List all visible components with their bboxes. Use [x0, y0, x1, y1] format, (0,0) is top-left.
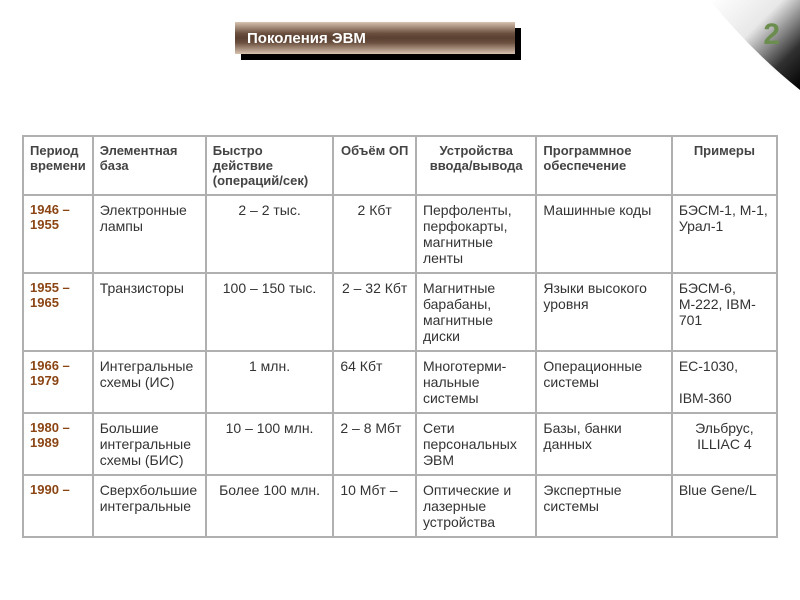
cell-software: Языки высокого уровня [536, 273, 671, 351]
col-header-software: Программное обеспечение [536, 136, 671, 195]
cell-examples: ЕС-1030, IBM-360 [672, 351, 777, 413]
page-number: 2 [763, 18, 780, 52]
cell-speed: 10 – 100 млн. [206, 413, 334, 475]
cell-memory: 10 Мбт – [333, 475, 416, 537]
cell-io: Оптические и лазерные устройства [416, 475, 536, 537]
cell-memory: 2 Кбт [333, 195, 416, 273]
cell-io: Многотерми-нальные системы [416, 351, 536, 413]
table-row: 1946 – 1955 Электронные лампы 2 – 2 тыс.… [23, 195, 777, 273]
cell-base: Большие интегральные схемы (БИС) [93, 413, 206, 475]
cell-memory: 64 Кбт [333, 351, 416, 413]
cell-speed: 1 млн. [206, 351, 334, 413]
table-row: 1955 – 1965 Транзисторы 100 – 150 тыс. 2… [23, 273, 777, 351]
col-header-io: Устройства ввода/вывода [416, 136, 536, 195]
cell-memory: 2 – 8 Мбт [333, 413, 416, 475]
cell-examples: Эльбрус, ILLIAC 4 [672, 413, 777, 475]
table-row: 1980 – 1989 Большие интегральные схемы (… [23, 413, 777, 475]
col-header-period: Период времени [23, 136, 93, 195]
cell-software: Операционные системы [536, 351, 671, 413]
cell-period: 1980 – 1989 [23, 413, 93, 475]
cell-io: Перфоленты, перфокарты, магнитные ленты [416, 195, 536, 273]
col-header-base: Элементная база [93, 136, 206, 195]
table-row: 1966 – 1979 Интегральные схемы (ИС) 1 мл… [23, 351, 777, 413]
cell-speed: Более 100 млн. [206, 475, 334, 537]
generations-table: Период времени Элементная база Быстро де… [22, 135, 778, 538]
col-header-examples: Примеры [672, 136, 777, 195]
title-banner: Поколения ЭВМ [235, 22, 515, 54]
col-header-memory: Объём ОП [333, 136, 416, 195]
cell-base: Электронные лампы [93, 195, 206, 273]
cell-examples: Blue Gene/L [672, 475, 777, 537]
cell-speed: 2 – 2 тыс. [206, 195, 334, 273]
cell-base: Сверхбольшие интегральные [93, 475, 206, 537]
cell-software: Базы, банки данных [536, 413, 671, 475]
cell-software: Экспертные системы [536, 475, 671, 537]
cell-examples: БЭСМ-1, М-1, Урал-1 [672, 195, 777, 273]
cell-period: 1990 – [23, 475, 93, 537]
table-row: 1990 – Сверхбольшие интегральные Более 1… [23, 475, 777, 537]
cell-examples: БЭСМ-6, М-222, IBM-701 [672, 273, 777, 351]
cell-io: Магнитные барабаны, магнитные диски [416, 273, 536, 351]
table-body: 1946 – 1955 Электронные лампы 2 – 2 тыс.… [23, 195, 777, 537]
cell-speed: 100 – 150 тыс. [206, 273, 334, 351]
cell-period: 1966 – 1979 [23, 351, 93, 413]
cell-period: 1955 – 1965 [23, 273, 93, 351]
cell-software: Машинные коды [536, 195, 671, 273]
cell-io: Сети персональных ЭВМ [416, 413, 536, 475]
title-text: Поколения ЭВМ [247, 30, 366, 47]
col-header-speed: Быстро действие (операций/сек) [206, 136, 334, 195]
cell-base: Транзисторы [93, 273, 206, 351]
cell-memory: 2 – 32 Кбт [333, 273, 416, 351]
cell-period: 1946 – 1955 [23, 195, 93, 273]
cell-base: Интегральные схемы (ИС) [93, 351, 206, 413]
table-header: Период времени Элементная база Быстро де… [23, 136, 777, 195]
